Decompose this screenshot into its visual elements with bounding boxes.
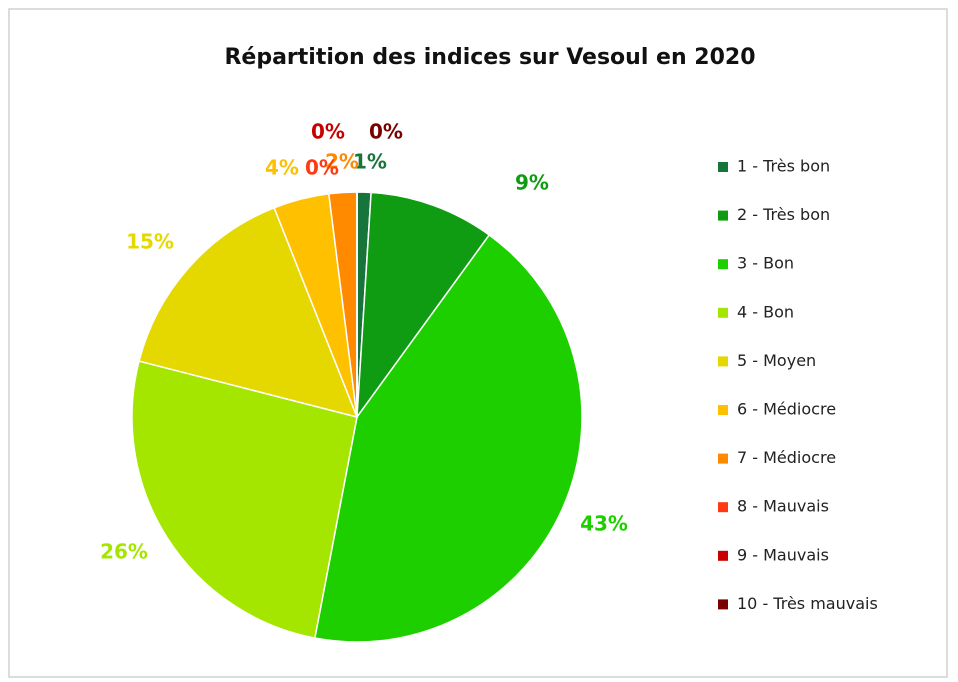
data-label: 9% — [515, 171, 549, 195]
data-label: 43% — [580, 512, 628, 536]
legend-marker — [718, 453, 728, 464]
legend-label: 7 - Médiocre — [737, 448, 836, 467]
data-label: 26% — [100, 540, 148, 564]
legend-marker — [718, 210, 728, 221]
legend-label: 2 - Très bon — [737, 205, 830, 224]
pie-slice — [131, 360, 358, 639]
data-label: 15% — [126, 230, 174, 254]
data-label: 0% — [311, 120, 345, 144]
legend-label: 6 - Médiocre — [737, 400, 836, 419]
legend-marker — [718, 599, 728, 610]
legend-label: 8 - Mauvais — [737, 497, 829, 516]
data-label: 2% — [325, 150, 359, 174]
legend-marker — [718, 259, 728, 270]
data-label: 0% — [369, 120, 403, 144]
legend-marker — [718, 162, 728, 172]
legend-label: 3 - Bon — [737, 254, 794, 273]
data-label: 4% — [265, 156, 299, 180]
pie-slice — [138, 206, 359, 419]
legend-marker — [718, 550, 728, 561]
data-label: 1% — [353, 150, 387, 174]
pie-slice — [313, 233, 583, 643]
pie-slice — [356, 191, 491, 420]
data-label: 0% — [305, 156, 339, 180]
legend-marker — [718, 502, 728, 513]
legend-marker — [718, 307, 728, 318]
legend-label: 5 - Moyen — [737, 351, 816, 370]
legend-label: 9 - Mauvais — [737, 545, 829, 564]
legend-marker — [718, 356, 728, 367]
legend-label: 4 - Bon — [737, 302, 794, 321]
legend-label: 1 - Très bon — [737, 157, 830, 176]
chart-title: Répartition des indices sur Vesoul en 20… — [224, 45, 755, 70]
legend-marker — [718, 405, 728, 415]
legend-label: 10 - Très mauvais — [737, 594, 878, 613]
